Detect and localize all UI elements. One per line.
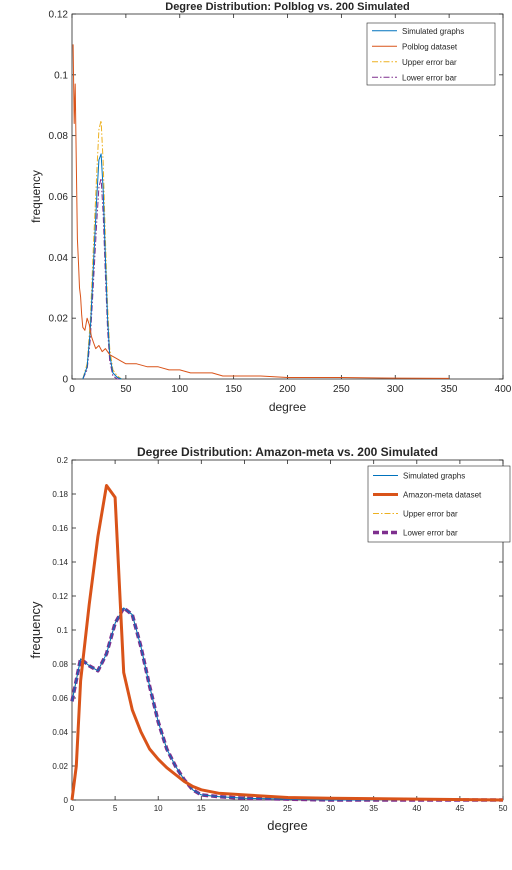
y-tick-label: 0.12 bbox=[49, 10, 69, 21]
x-tick-label: 50 bbox=[499, 804, 508, 813]
x-tick-label: 45 bbox=[455, 804, 464, 813]
y-tick-label: 0.14 bbox=[52, 558, 68, 567]
legend-entry: Polblog dataset bbox=[402, 42, 458, 51]
x-tick-label: 35 bbox=[369, 804, 378, 813]
legend: Simulated graphs Amazon-meta dataset Upper… bbox=[367, 465, 511, 543]
y-tick-label: 0.06 bbox=[49, 192, 69, 203]
y-tick-label: 0.02 bbox=[49, 314, 69, 325]
x-tick-label: 20 bbox=[240, 804, 249, 813]
y-tick-label: 0.18 bbox=[52, 490, 68, 499]
x-tick-label: 0 bbox=[69, 384, 75, 395]
series-line-2 bbox=[72, 44, 450, 379]
y-tick-label: 0.04 bbox=[52, 728, 68, 737]
legend: Simulated graphs Polblog dataset Upper err… bbox=[366, 22, 496, 86]
y-tick-label: 0.08 bbox=[49, 131, 69, 142]
x-tick-label: 15 bbox=[197, 804, 206, 813]
legend-entry: Upper error bar bbox=[402, 58, 457, 67]
x-tick-label: 10 bbox=[154, 804, 163, 813]
x-tick-label: 150 bbox=[225, 384, 242, 395]
x-tick-label: 350 bbox=[441, 384, 458, 395]
series-line-1 bbox=[82, 153, 122, 380]
x-tick-label: 400 bbox=[495, 384, 512, 395]
chart-title: Degree Distribution: Polblog vs. 200 Sim… bbox=[165, 1, 410, 13]
x-tick-label: 200 bbox=[279, 384, 296, 395]
x-tick-label: 5 bbox=[113, 804, 118, 813]
x-axis-label: degree bbox=[269, 400, 307, 414]
y-tick-label: 0 bbox=[64, 796, 69, 805]
y-axis-label: frequency bbox=[28, 601, 43, 659]
y-tick-label: 0.12 bbox=[52, 592, 68, 601]
x-tick-label: 250 bbox=[333, 384, 350, 395]
legend-entry: Lower error bar bbox=[403, 529, 458, 538]
series-line-1 bbox=[71, 607, 503, 801]
x-axis-label: degree bbox=[267, 818, 307, 833]
series-line-3 bbox=[82, 120, 122, 380]
x-tick-label: 25 bbox=[283, 804, 292, 813]
legend-entry: Simulated graphs bbox=[403, 472, 465, 481]
y-tick-label: 0 bbox=[62, 375, 68, 386]
x-tick-label: 30 bbox=[326, 804, 335, 813]
y-tick-label: 0.16 bbox=[52, 524, 68, 533]
legend-entry: Simulated graphs bbox=[402, 27, 464, 36]
x-tick-label: 100 bbox=[171, 384, 188, 395]
y-tick-label: 0.1 bbox=[57, 626, 69, 635]
y-tick-label: 0.06 bbox=[52, 694, 68, 703]
chart-title: Degree Distribution: Amazon-meta vs. 200… bbox=[137, 445, 438, 459]
x-tick-label: 0 bbox=[70, 804, 75, 813]
x-tick-label: 40 bbox=[412, 804, 421, 813]
series-line-4 bbox=[82, 177, 122, 380]
legend-box bbox=[367, 465, 511, 543]
y-tick-label: 0.04 bbox=[49, 253, 69, 264]
x-tick-label: 50 bbox=[120, 384, 132, 395]
y-tick-label: 0.2 bbox=[57, 456, 69, 465]
figure-caption-fragment bbox=[0, 855, 512, 870]
legend-entry: Lower error bar bbox=[402, 73, 457, 82]
chart-2: 0 5 10 15 20 25 30 35 40 45 50 0 0.02 0.04 0.06 0.08 0.1… bbox=[28, 445, 511, 833]
chart-1: 0 50 100 150 200 250 300 350 400 0 0.02 0.04 0.06 0.0… bbox=[29, 1, 512, 414]
x-tick-label: 300 bbox=[387, 384, 404, 395]
y-tick-label: 0.1 bbox=[54, 70, 68, 81]
y-tick-label: 0.02 bbox=[52, 762, 68, 771]
legend-entry: Amazon-meta dataset bbox=[403, 491, 482, 500]
y-tick-label: 0.08 bbox=[52, 660, 68, 669]
y-axis-label: frequency bbox=[29, 170, 43, 223]
legend-box bbox=[366, 22, 496, 86]
series-line-2 bbox=[70, 484, 504, 802]
legend-entry: Upper error bar bbox=[403, 510, 458, 519]
